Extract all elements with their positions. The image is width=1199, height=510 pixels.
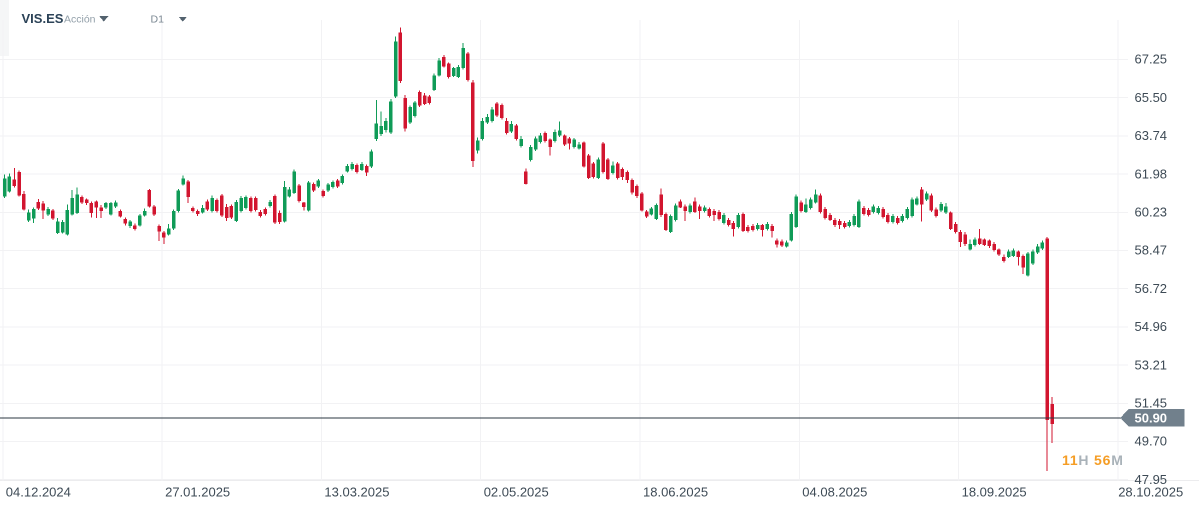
svg-text:61.98: 61.98 — [1135, 166, 1168, 181]
svg-text:54.96: 54.96 — [1135, 319, 1168, 334]
svg-text:63.74: 63.74 — [1135, 128, 1168, 143]
svg-text:18.06.2025: 18.06.2025 — [643, 485, 708, 500]
svg-text:50.90: 50.90 — [1135, 411, 1168, 426]
svg-text:27.01.2025: 27.01.2025 — [165, 485, 230, 500]
svg-text:13.03.2025: 13.03.2025 — [324, 485, 389, 500]
svg-text:11H 56M: 11H 56M — [1062, 452, 1124, 468]
svg-text:28.10.2025: 28.10.2025 — [1118, 485, 1183, 500]
svg-text:51.45: 51.45 — [1135, 396, 1168, 411]
svg-text:56.72: 56.72 — [1135, 281, 1168, 296]
svg-text:67.25: 67.25 — [1135, 52, 1168, 67]
svg-text:02.05.2025: 02.05.2025 — [484, 485, 549, 500]
svg-text:47.95: 47.95 — [1135, 472, 1168, 487]
svg-text:58.47: 58.47 — [1135, 243, 1168, 258]
svg-text:04.08.2025: 04.08.2025 — [802, 485, 867, 500]
svg-text:65.50: 65.50 — [1135, 90, 1168, 105]
svg-text:04.12.2024: 04.12.2024 — [6, 485, 71, 500]
svg-text:18.09.2025: 18.09.2025 — [962, 485, 1027, 500]
svg-text:53.21: 53.21 — [1135, 357, 1168, 372]
svg-text:49.70: 49.70 — [1135, 434, 1168, 449]
svg-text:60.23: 60.23 — [1135, 205, 1168, 220]
svg-text:D1: D1 — [151, 14, 165, 26]
svg-text:Acción: Acción — [64, 14, 96, 26]
svg-text:VIS.ES: VIS.ES — [22, 11, 64, 26]
